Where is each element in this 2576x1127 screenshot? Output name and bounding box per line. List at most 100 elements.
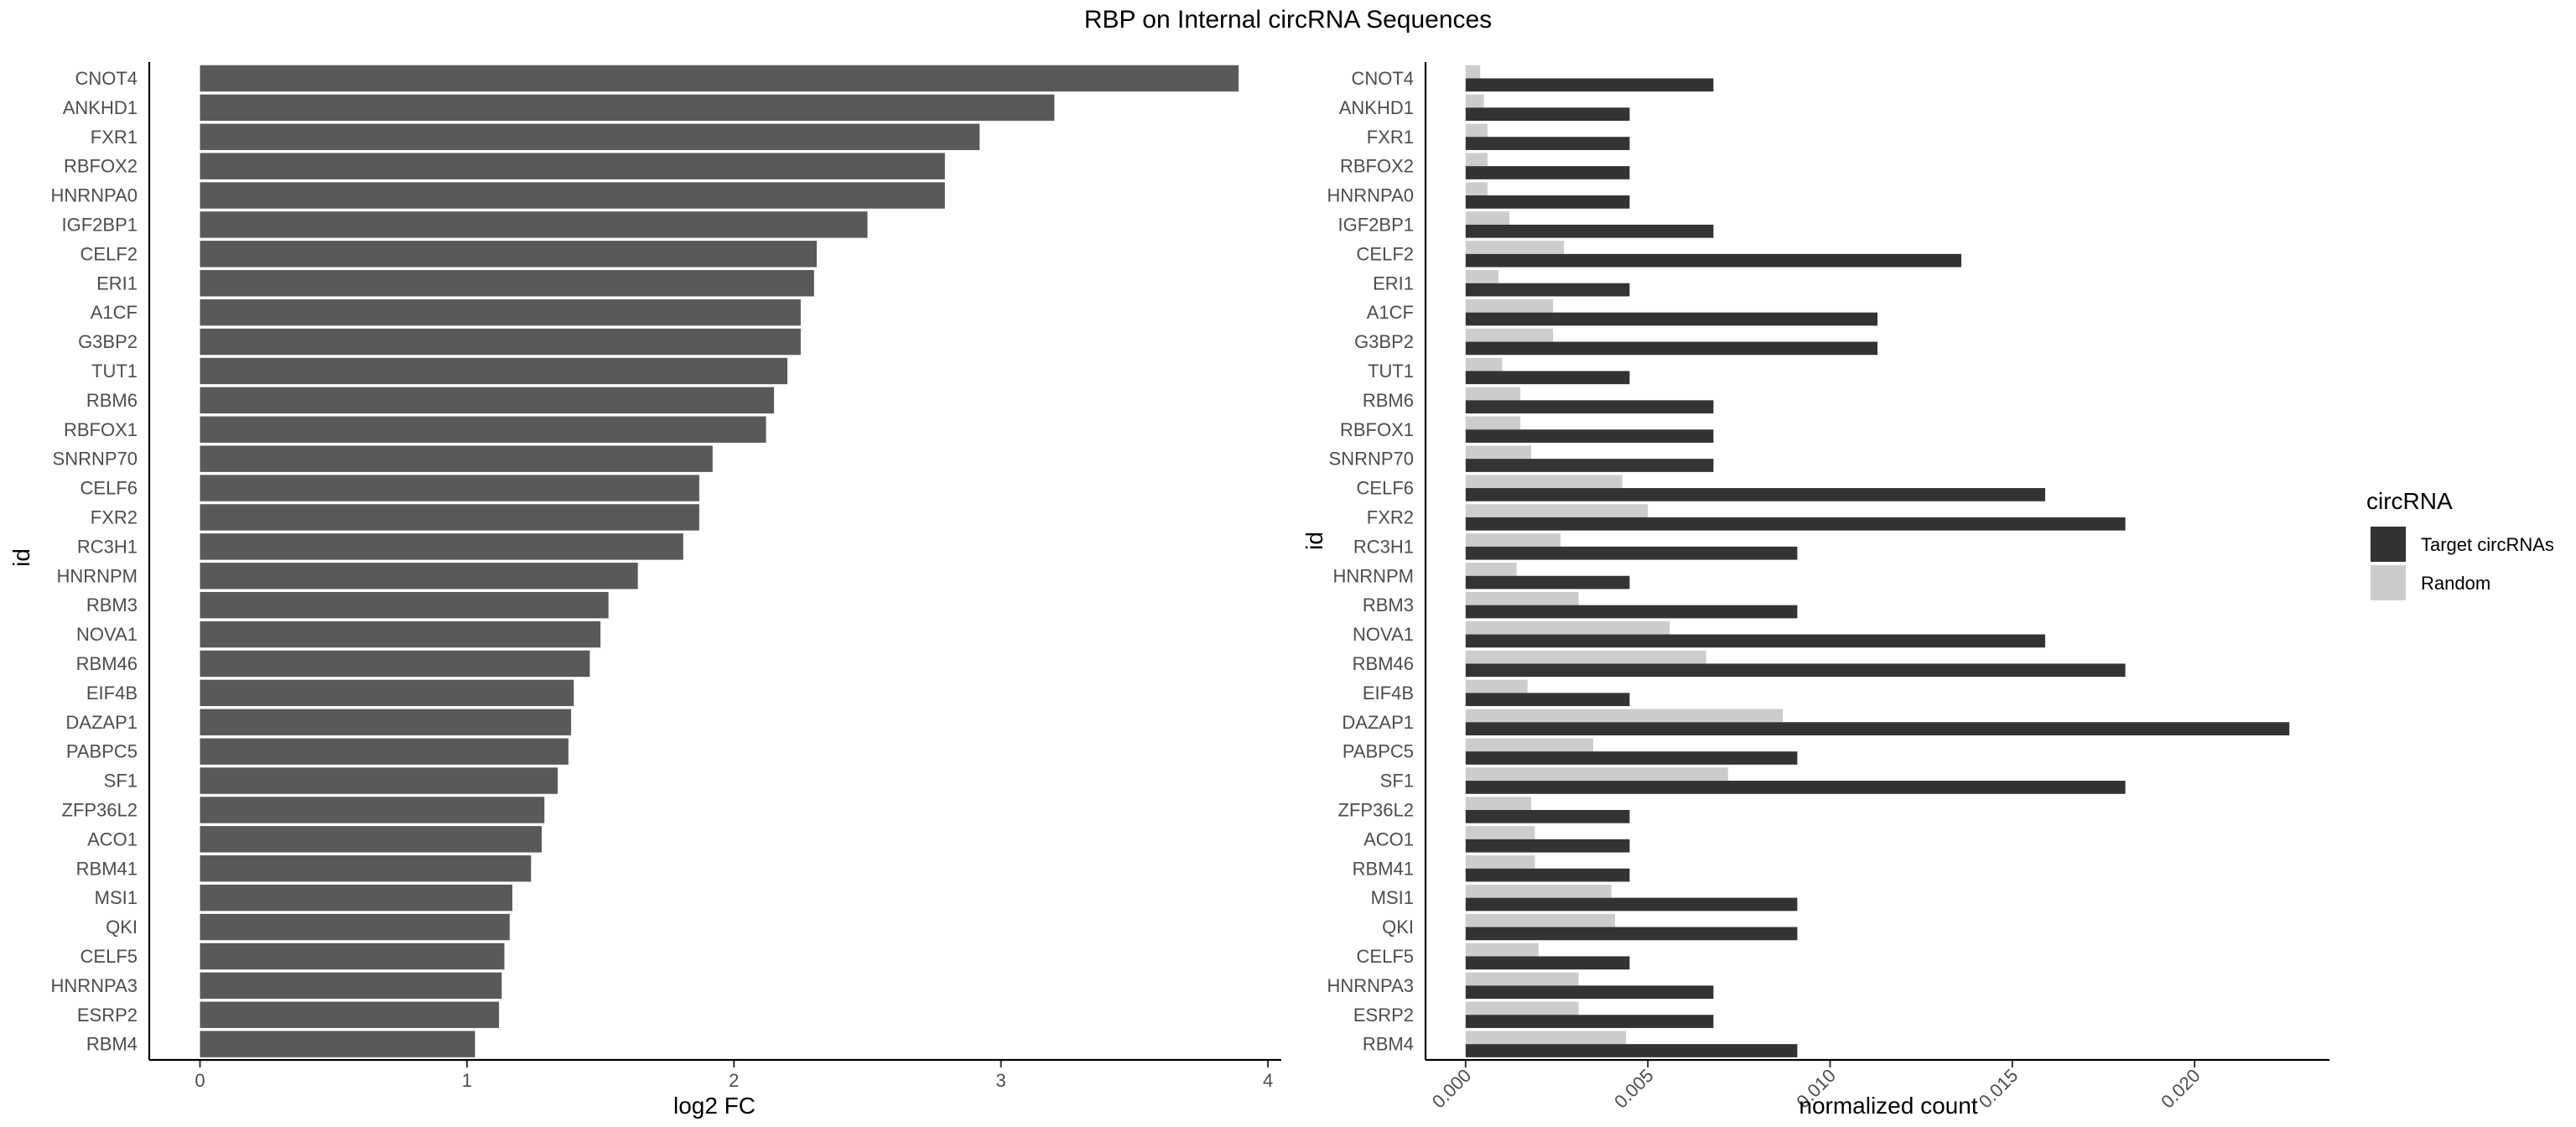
right-bar-target-rc3h1 [1465, 546, 1798, 560]
right-bar-target-tut1 [1465, 371, 1630, 385]
left-bar-zfp36l2 [200, 797, 545, 823]
right-y-tick-label: SF1 [1380, 771, 1414, 792]
right-bar-target-hnrnpm [1465, 575, 1630, 589]
right-bar-random-rc3h1 [1465, 533, 1561, 547]
left-bar-celf6 [200, 475, 699, 501]
right-bar-random-tut1 [1465, 357, 1503, 371]
right-bar-target-a1cf [1465, 312, 1877, 326]
right-y-tick-label: G3BP2 [1354, 331, 1414, 352]
left-bar-dazap1 [200, 709, 572, 735]
left-y-tick-label: NOVA1 [76, 624, 138, 645]
left-x-axis-title: log2 FC [673, 1093, 756, 1119]
right-bar-target-esrp2 [1465, 1015, 1714, 1028]
left-bar-rbm3 [200, 591, 609, 619]
right-y-tick-label: HNRNPA3 [1327, 975, 1414, 996]
right-bar-random-rbm6 [1465, 387, 1521, 401]
left-y-tick-label: ANKHD1 [63, 97, 138, 118]
right-bar-random-rbfox2 [1465, 153, 1488, 167]
right-x-axis-title: normalized count [1799, 1093, 1977, 1119]
right-y-tick-label: MSI1 [1371, 887, 1414, 908]
right-y-tick-label: HNRNPA0 [1327, 185, 1414, 206]
left-x-tick-label: 1 [462, 1070, 472, 1091]
right-bar-target-msi1 [1465, 897, 1798, 911]
left-y-tick-label: CELF5 [80, 946, 138, 967]
right-bar-random-eif4b [1465, 679, 1528, 693]
left-bar-rbm6 [200, 387, 775, 414]
legend-key-target [2371, 527, 2406, 562]
left-y-tick-label: SF1 [104, 771, 138, 792]
left-x-ticks: 0 1 2 3 4 [195, 1060, 1273, 1091]
right-bar-random-igf2bp1 [1465, 211, 1509, 225]
legend-key-random [2371, 565, 2406, 600]
left-bar-ankhd1 [200, 94, 1055, 122]
right-bar-target-fxr1 [1465, 137, 1630, 150]
left-y-tick-label: HNRNPM [56, 565, 138, 586]
left-y-tick-label: CNOT4 [75, 68, 138, 89]
left-y-tick-label: EIF4B [86, 683, 138, 704]
left-y-tick-label: RC3H1 [77, 536, 138, 557]
right-bar-random-rbm46 [1465, 650, 1706, 664]
right-y-tick-label: RBM41 [1353, 858, 1414, 879]
left-bar-nova1 [200, 621, 601, 648]
right-y-tick-label: PABPC5 [1343, 741, 1414, 762]
left-y-tick-label: A1CF [91, 302, 138, 323]
right-bar-target-pabpc5 [1465, 751, 1798, 765]
left-y-tick-label: ACO1 [87, 828, 138, 849]
left-y-tick-label: TUT1 [91, 361, 138, 382]
right-bar-random-celf2 [1465, 241, 1565, 254]
right-bar-target-ankhd1 [1465, 107, 1630, 122]
right-y-tick-label: NOVA1 [1353, 624, 1414, 645]
left-bar-g3bp2 [200, 328, 801, 356]
right-bar-target-cnot4 [1465, 78, 1714, 92]
right-bar-random-rbm3 [1465, 591, 1579, 605]
right-y-tick-label: ZFP36L2 [1338, 799, 1415, 820]
right-bar-target-nova1 [1465, 634, 2045, 648]
legend: circRNA Target circRNAs Random [2366, 488, 2554, 600]
left-y-tick-label: FXR1 [91, 127, 138, 148]
right-bar-target-aco1 [1465, 839, 1630, 853]
right-bar-random-sf1 [1465, 767, 1728, 782]
left-x-tick-label: 2 [729, 1070, 739, 1091]
left-bar-eri1 [200, 270, 814, 297]
left-x-tick-label: 3 [996, 1070, 1006, 1091]
right-y-tick-label: ERI1 [1373, 273, 1414, 293]
legend-title: circRNA [2366, 488, 2453, 514]
right-bar-target-dazap1 [1465, 722, 2290, 735]
right-y-tick-label: RBM3 [1363, 595, 1414, 615]
right-y-tick-label: IGF2BP1 [1338, 214, 1414, 235]
left-y-tick-label: SNRNP70 [53, 449, 138, 470]
left-bar-rbm41 [200, 855, 532, 882]
left-y-tick-label: G3BP2 [78, 331, 138, 352]
right-bar-target-snrnp70 [1465, 459, 1714, 472]
right-bar-random-eri1 [1465, 270, 1498, 283]
left-bar-tut1 [200, 357, 787, 385]
right-bar-random-zfp36l2 [1465, 797, 1532, 810]
left-y-tick-label: DAZAP1 [65, 712, 138, 733]
left-bar-aco1 [200, 826, 543, 853]
right-x-tick-label: 0.005 [1610, 1065, 1658, 1113]
right-y-tick-label: RBM4 [1363, 1034, 1414, 1055]
left-y-tick-label: RBM41 [76, 858, 138, 879]
left-bar-fxr2 [200, 504, 699, 531]
right-bar-random-hnrnpa0 [1465, 182, 1488, 196]
left-y-tick-label: RBM6 [86, 390, 138, 411]
left-bar-sf1 [200, 767, 558, 794]
right-y-tick-label: RBM6 [1363, 390, 1414, 411]
right-y-tick-label: SNRNP70 [1329, 449, 1414, 470]
left-bar-msi1 [200, 884, 513, 911]
left-y-tick-label: RBFOX1 [64, 419, 138, 440]
right-bar-random-celf6 [1465, 475, 1623, 489]
right-bar-random-rbm41 [1465, 855, 1535, 869]
right-bar-random-dazap1 [1465, 709, 1783, 723]
left-bar-rbfox2 [200, 153, 945, 179]
right-bar-target-rbm3 [1465, 605, 1798, 619]
right-bar-target-eri1 [1465, 283, 1630, 297]
left-bar-hnrnpm [200, 563, 638, 589]
left-bar-hnrnpa3 [200, 972, 502, 1000]
right-x-tick-label: 0.020 [2157, 1065, 2205, 1113]
right-bar-target-hnrnpa3 [1465, 985, 1714, 1000]
left-bar-fxr1 [200, 123, 980, 150]
right-bar-random-esrp2 [1465, 1001, 1579, 1015]
left-y-tick-label: RBM4 [86, 1034, 138, 1055]
